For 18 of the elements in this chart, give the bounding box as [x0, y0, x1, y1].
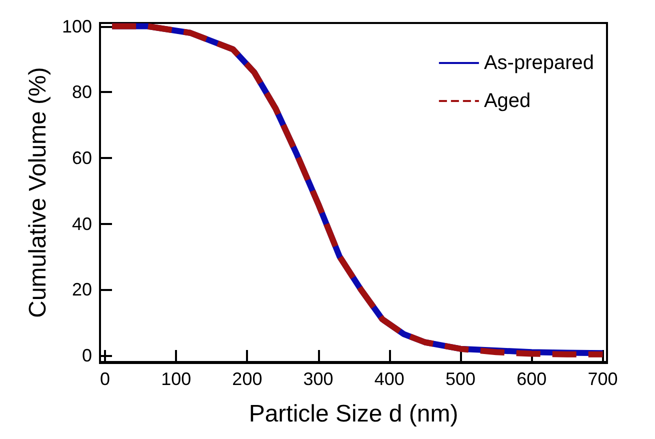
- y-tick-label: 20: [72, 280, 92, 300]
- y-tick-label: 60: [72, 148, 92, 168]
- y-tick-label: 80: [72, 82, 92, 102]
- legend-label: As-prepared: [484, 52, 594, 74]
- x-tick-label: 100: [161, 369, 192, 389]
- y-axis-title: Cumulative Volume (%): [24, 67, 52, 318]
- x-tick-label: 700: [588, 369, 618, 389]
- legend-label: Aged: [484, 90, 531, 112]
- x-tick-label: 300: [303, 369, 334, 389]
- x-axis-title: Particle Size d (nm): [248, 400, 458, 428]
- y-tick-label: 100: [62, 16, 92, 36]
- x-tick-label: 500: [445, 369, 476, 389]
- y-tick-label: 40: [72, 214, 92, 234]
- x-tick-label: 600: [516, 369, 547, 389]
- x-tick-label: 400: [374, 369, 404, 389]
- y-tick-label: 0: [82, 345, 92, 366]
- x-tick-label: 200: [232, 369, 262, 389]
- x-tick-label: 0: [100, 369, 110, 389]
